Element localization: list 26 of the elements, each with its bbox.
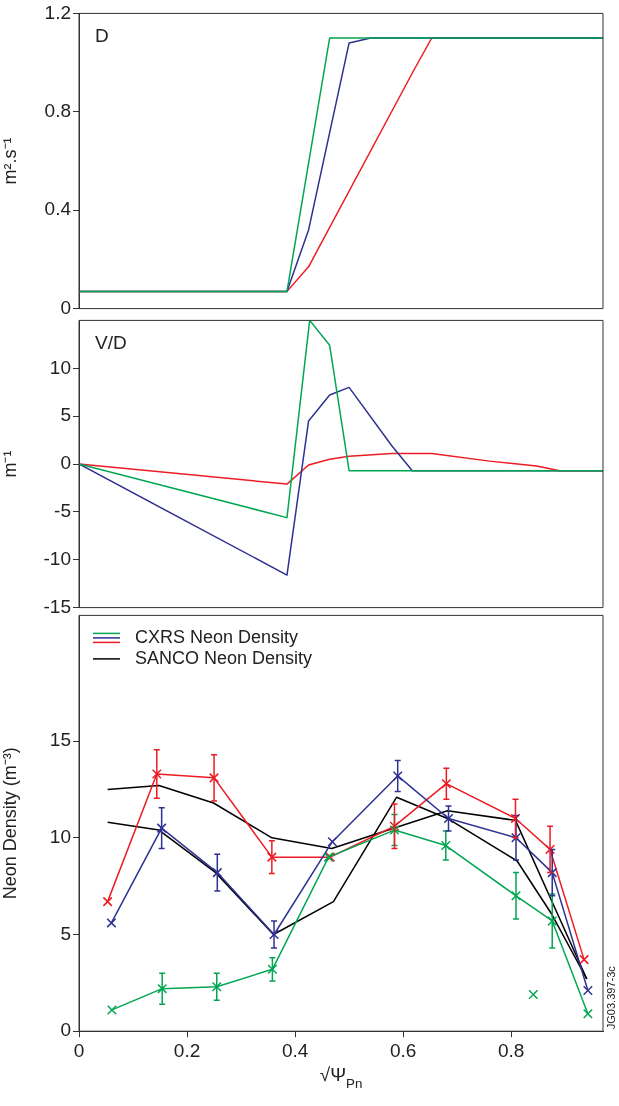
text: JG03.397-3c <box>605 965 617 1030</box>
legend-label: CXRS Neon Density <box>135 626 299 647</box>
y-tick-label: -5 <box>54 500 71 522</box>
y-tick-label: 1.2 <box>44 1 71 23</box>
y-tick-label: 10 <box>49 826 71 848</box>
y-axis-title: m⁻¹ <box>0 450 20 478</box>
y-tick-label: 0.8 <box>44 100 71 122</box>
x-tick-label: 0.2 <box>173 1039 201 1061</box>
x-tick-label: 0.4 <box>281 1039 309 1061</box>
y-tick-label: 5 <box>60 404 71 426</box>
y-tick-label: 0 <box>60 452 71 474</box>
y-axis-title: m².s⁻¹ <box>0 137 20 185</box>
text: V/D <box>95 332 127 354</box>
x-tick-label: 0.8 <box>497 1039 525 1061</box>
y-tick-label: 10 <box>49 356 71 378</box>
y-tick-label: 0.4 <box>44 198 72 220</box>
y-tick-label: -15 <box>43 595 71 617</box>
y-tick-label: 0 <box>60 296 71 318</box>
y-tick-label: 15 <box>49 729 71 751</box>
text: D <box>95 25 109 47</box>
y-axis-title: Neon Density (m⁻³) <box>0 747 20 900</box>
y-tick-label: 5 <box>60 922 71 944</box>
y-tick-label: 0 <box>60 1019 71 1041</box>
legend-label: SANCO Neon Density <box>135 647 313 668</box>
y-tick-label: -10 <box>43 547 71 569</box>
x-tick-label: 0.6 <box>389 1039 417 1061</box>
